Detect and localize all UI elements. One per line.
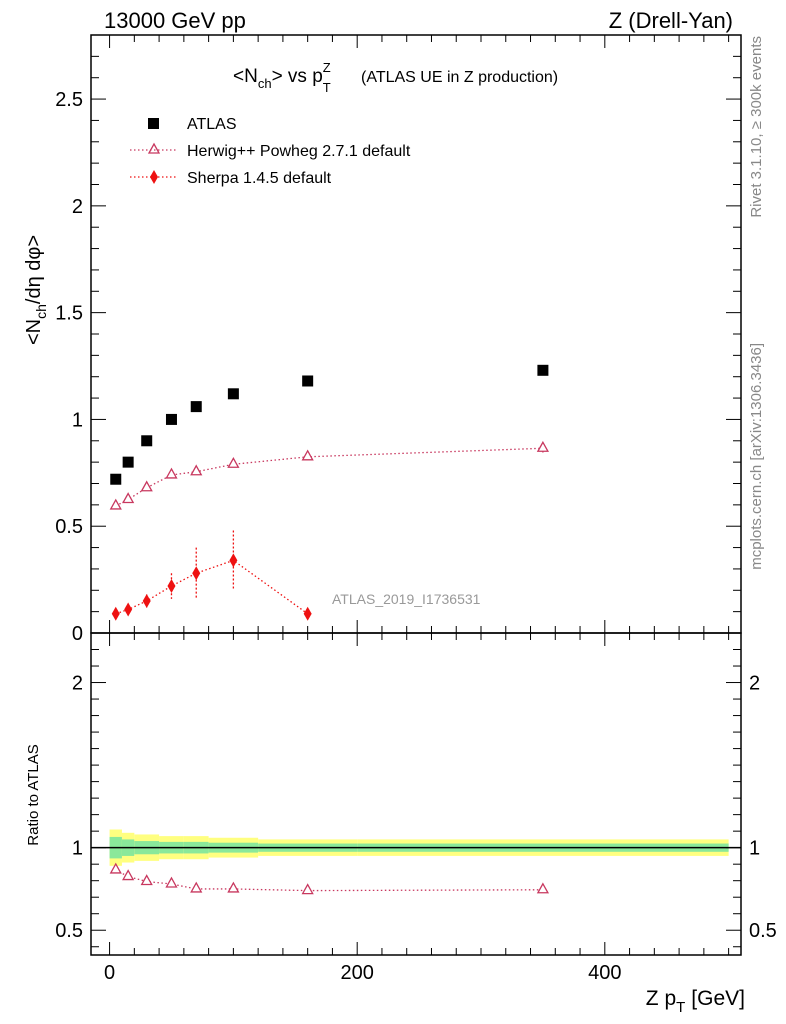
ratio-point-herwig — [122, 869, 135, 881]
data-point-0 — [302, 375, 314, 387]
data-point-0 — [110, 473, 122, 485]
y-tick-label: 2 — [72, 196, 83, 218]
ratio-point-herwig — [140, 874, 153, 886]
x-tick-label: 200 — [341, 962, 374, 984]
mcplots-label: mcplots.cern.ch [arXiv:1306.3436] — [748, 343, 765, 570]
data-point-0 — [190, 401, 202, 413]
legend-marker-herwig — [147, 142, 161, 154]
ratio-y-tick-label-right: 0.5 — [749, 920, 777, 942]
xlabel-sub: T — [676, 999, 685, 1016]
xlabel-part-a: Z p — [646, 987, 676, 1010]
ratio-point-herwig — [227, 881, 240, 893]
data-point-1 — [165, 467, 178, 479]
data-point-2 — [124, 602, 133, 617]
series-line-2 — [115, 559, 309, 615]
data-point-1 — [301, 449, 314, 461]
chart-title: <Nch> vs pZ T — [233, 60, 331, 95]
y-tick-label: 0.5 — [55, 516, 83, 538]
ylabel-part-b: /dη dφ> — [23, 235, 45, 304]
ratio-point-herwig — [109, 862, 122, 874]
data-point-1 — [122, 492, 135, 504]
data-point-1 — [109, 498, 122, 510]
y-tick-label: 1.5 — [55, 303, 83, 325]
title-sup-z: Z — [323, 60, 331, 75]
header-left: 13000 GeV pp — [104, 8, 246, 33]
analysis-id: ATLAS_2019_I1736531 — [332, 591, 481, 607]
ratio-line-herwig — [115, 869, 543, 892]
ylabel-sub: ch — [33, 304, 49, 319]
ratio-point-herwig — [165, 876, 178, 888]
y-tick-label: 2.5 — [55, 89, 83, 111]
ratio-panel-frame — [90, 632, 742, 956]
legend: ATLAS Herwig++ Powheg 2.7.1 default Sher… — [130, 116, 411, 187]
data-point-2 — [192, 566, 201, 581]
axis-tick-labels: 0 0.5 1 1.5 2 2.5 0.5 0.5 1 1 2 2 0 200 400 — [55, 89, 777, 984]
title-sub-t: T — [323, 80, 331, 95]
legend-label-atlas: ATLAS — [187, 116, 237, 133]
main-series — [109, 364, 550, 621]
data-point-0 — [165, 413, 177, 425]
xlabel-part-b: [GeV] — [691, 987, 745, 1010]
data-point-1 — [140, 480, 153, 492]
series-line-1 — [115, 447, 543, 507]
data-point-1 — [190, 464, 203, 476]
ratio-y-axis-label: Ratio to ATLAS — [25, 744, 42, 845]
rivet-label: Rivet 3.1.10, ≥ 300k events — [748, 36, 765, 218]
chart-title-tail: (ATLAS UE in Z production) — [361, 69, 558, 86]
x-tick-label: 0 — [104, 962, 115, 984]
ratio-y-tick-label-left: 0.5 — [55, 920, 83, 942]
x-tick-label: 400 — [588, 962, 621, 984]
y-axis-label: <Nch/dη dφ> — [23, 235, 49, 345]
data-point-2 — [303, 606, 312, 621]
data-point-0 — [141, 435, 153, 447]
ratio-y-tick-label-right: 2 — [749, 673, 760, 695]
ratio-y-tick-label-left: 1 — [72, 838, 83, 860]
data-point-2 — [142, 593, 151, 608]
y-tick-label: 0 — [72, 623, 83, 645]
y-tick-label: 1 — [72, 409, 83, 431]
ratio-point-herwig — [536, 882, 550, 894]
header-right: Z (Drell-Yan) — [609, 8, 733, 33]
data-point-2 — [111, 606, 120, 621]
ratio-y-tick-label-left: 2 — [72, 673, 83, 695]
legend-label-sherpa: Sherpa 1.4.5 default — [187, 170, 332, 187]
title-part-b: > vs p — [272, 66, 323, 87]
data-point-2 — [167, 579, 176, 594]
axis-ticks — [91, 34, 741, 955]
ratio-reference-bands — [91, 829, 741, 866]
data-point-1 — [536, 440, 550, 452]
data-point-0 — [122, 456, 134, 468]
legend-marker-atlas — [148, 118, 159, 129]
data-point-2 — [229, 553, 238, 568]
ratio-point-herwig — [301, 883, 314, 895]
ylabel-part-a: <N — [23, 319, 45, 345]
data-point-1 — [227, 456, 240, 468]
title-part-a: <N — [233, 66, 258, 87]
ratio-y-tick-label-right: 1 — [749, 838, 760, 860]
ratio-series — [109, 862, 550, 895]
legend-marker-sherpa — [150, 170, 158, 184]
x-axis-label: Z pT [GeV] — [646, 987, 745, 1016]
data-point-0 — [227, 388, 239, 400]
legend-label-herwig: Herwig++ Powheg 2.7.1 default — [187, 143, 411, 160]
ratio-point-herwig — [190, 881, 203, 893]
data-point-0 — [537, 364, 549, 376]
title-sub-ch: ch — [258, 76, 272, 91]
